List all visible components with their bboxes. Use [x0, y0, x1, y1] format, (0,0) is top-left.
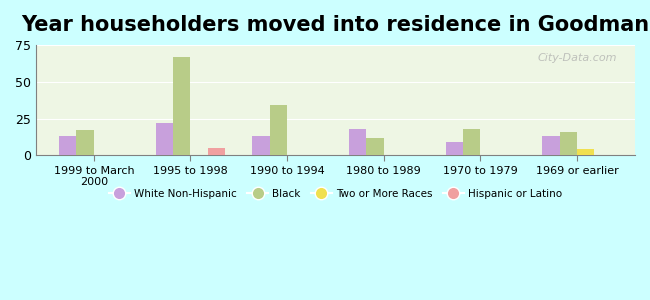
Bar: [367, 138, 384, 155]
Bar: [59, 136, 77, 155]
Bar: [270, 105, 287, 155]
Bar: [252, 136, 270, 155]
Bar: [349, 129, 367, 155]
Bar: [208, 148, 226, 155]
Legend: White Non-Hispanic, Black, Two or More Races, Hispanic or Latino: White Non-Hispanic, Black, Two or More R…: [105, 185, 566, 203]
Text: City-Data.com: City-Data.com: [538, 52, 617, 63]
Bar: [156, 123, 173, 155]
Bar: [446, 142, 463, 155]
Bar: [463, 129, 480, 155]
Title: Year householders moved into residence in Goodman: Year householders moved into residence i…: [21, 15, 649, 35]
Bar: [77, 130, 94, 155]
Bar: [577, 149, 594, 155]
Bar: [542, 136, 560, 155]
Bar: [173, 57, 190, 155]
Bar: [560, 132, 577, 155]
